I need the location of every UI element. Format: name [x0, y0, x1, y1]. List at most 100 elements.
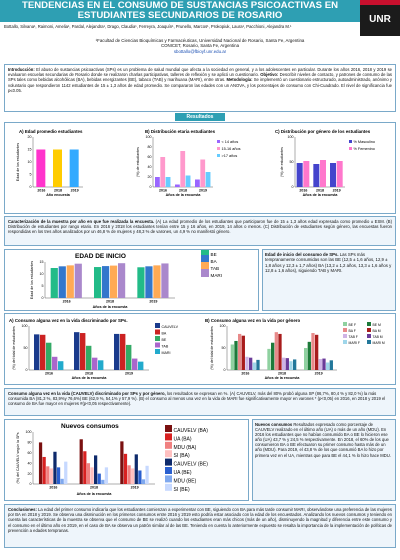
onset-age-text: Edad de inicio del consumo de SPs. Las S… [262, 249, 396, 311]
bar [52, 356, 58, 370]
x-tick-label: 2016 [45, 372, 53, 376]
chart-onset-age: EDAD DE INICIO 0 5 10 15 Edad de los estudian… [30, 248, 222, 309]
intro-box: Introducción: El abuso de sustancias psi… [4, 64, 396, 112]
method-label: Metodología: [226, 77, 253, 83]
email-link[interactable]: sbottallo@fbioyf.unr.edu.ar [173, 48, 227, 54]
legend-label: MARI F [349, 341, 361, 345]
bar [83, 451, 87, 484]
bar [245, 356, 249, 370]
y-tick-label: 5 [42, 284, 44, 288]
legend-label: TAB [211, 266, 220, 271]
chart-gender-distribution: C) Distribución por género de los estudi… [275, 129, 375, 197]
caption1-body: (A) La edad promedio de los estudiantes … [8, 219, 392, 235]
y-tick-label: 10 [40, 272, 44, 276]
bar [336, 161, 343, 187]
y-tick-label: 5 [30, 173, 32, 177]
bar [120, 441, 124, 484]
legend-label: 15-16 años [222, 147, 241, 151]
bar [49, 468, 53, 484]
y-tick-label: 80 [148, 145, 152, 149]
intro-label: Introducción: [8, 67, 35, 72]
legend-label: MDU (BE) [174, 478, 197, 484]
x-axis-label: Años de la encuesta [265, 376, 301, 380]
bar [256, 359, 260, 370]
x-tick-label: 2019 [333, 189, 341, 193]
bar [42, 456, 46, 484]
y-tick-label: 100 [22, 324, 28, 328]
bar [50, 268, 58, 298]
bar [53, 149, 62, 187]
legend-label: TAB F [349, 335, 358, 339]
legend-label: BA M [373, 329, 381, 333]
consumption-caption: Consumo alguna vez en la vida (CAUVELV) … [4, 388, 396, 416]
bar [90, 467, 94, 484]
legend-label: BE [211, 252, 217, 257]
legend-swatch [349, 147, 352, 150]
bar [38, 442, 43, 484]
x-tick-label: 2016 [241, 372, 249, 376]
bar [46, 466, 50, 484]
bar [293, 359, 297, 370]
bar [274, 332, 278, 370]
legend-swatch [217, 147, 220, 150]
bar [60, 478, 64, 484]
bar [145, 266, 153, 298]
legend-label: >17 años [222, 154, 238, 158]
y-tick-label: 20 [28, 135, 32, 139]
legend-label: < 14 años [222, 140, 239, 144]
y-axis-label: (%) de estudiantes [136, 147, 140, 177]
legend-swatch [155, 342, 160, 348]
affiliation-1: ¹Facultad de Ciencias Bioquímicas y Farm… [95, 38, 305, 43]
new-consumption-svg: Nuevos consumos 0 20 40 60 80 100 (%) del CAUVE… [16, 423, 208, 496]
legend-swatch [201, 262, 209, 270]
legend-swatch [367, 322, 371, 326]
chart-title: A) Consumo alguna vez en la vida discrim… [9, 318, 128, 323]
x-axis-label: Años de la encuesta [166, 193, 202, 197]
y-tick-label: 100 [288, 135, 294, 139]
conclusion-label: Conclusiones: [8, 507, 37, 512]
bar [238, 333, 242, 370]
title-line-1: TENDENCIAS EN EL CONSUMO DE SUSTANCIAS P… [21, 0, 339, 11]
bar [322, 358, 326, 370]
y-tick-label: 15 [28, 148, 32, 152]
bar [278, 333, 282, 370]
bar [329, 360, 333, 370]
legend-swatch [155, 329, 160, 335]
bar [252, 362, 256, 370]
y-tick-label: 80 [28, 441, 32, 445]
bar [34, 334, 40, 370]
x-tick-label: 2016 [37, 189, 45, 193]
results-header: Resultados [175, 113, 225, 121]
legend-swatch [201, 269, 209, 277]
bar [53, 451, 57, 484]
bar [74, 263, 82, 298]
legend-swatch [343, 328, 347, 332]
x-tick-label: 2019 [149, 300, 157, 304]
legend-swatch [349, 140, 352, 143]
objective-label: Objetivo: [260, 72, 279, 78]
consumption-charts-svg: A) Consumo alguna vez en la vida discrim… [9, 318, 385, 380]
x-tick-label: 2018 [106, 300, 114, 304]
new-consumption-panel: Nuevos consumos 0 20 40 60 80 100 (%) del CAUVE… [4, 419, 249, 501]
legend-swatch [155, 349, 160, 354]
sample-caption: Caracterización de la muestra por año en… [4, 216, 396, 246]
y-tick-label: 0 [292, 185, 294, 189]
x-tick-label: 2018 [90, 486, 98, 490]
bar [185, 175, 191, 187]
y-tick-label: 0 [26, 368, 28, 372]
y-tick-label: 50 [290, 160, 294, 164]
bar [282, 357, 286, 370]
legend-swatch [367, 340, 371, 344]
x-tick-label: 2019 [71, 189, 79, 193]
bar [80, 333, 86, 370]
chart-mean-age: A) Edad promedio estudiantes 0 5 10 15 20 Edad… [16, 129, 83, 197]
x-tick-label: 2019 [131, 486, 139, 490]
bar [296, 163, 303, 187]
chart-consumption-by-sps: A) Consumo alguna vez en la vida discrim… [9, 318, 179, 380]
affiliations: ¹Facultad de Ciencias Bioquímicas y Farm… [80, 38, 320, 54]
x-tick-label: 2016 [299, 189, 307, 193]
bar [86, 345, 92, 370]
x-tick-label: 2019 [199, 189, 207, 193]
y-tick-label: 0 [30, 482, 32, 486]
bar [304, 348, 308, 370]
